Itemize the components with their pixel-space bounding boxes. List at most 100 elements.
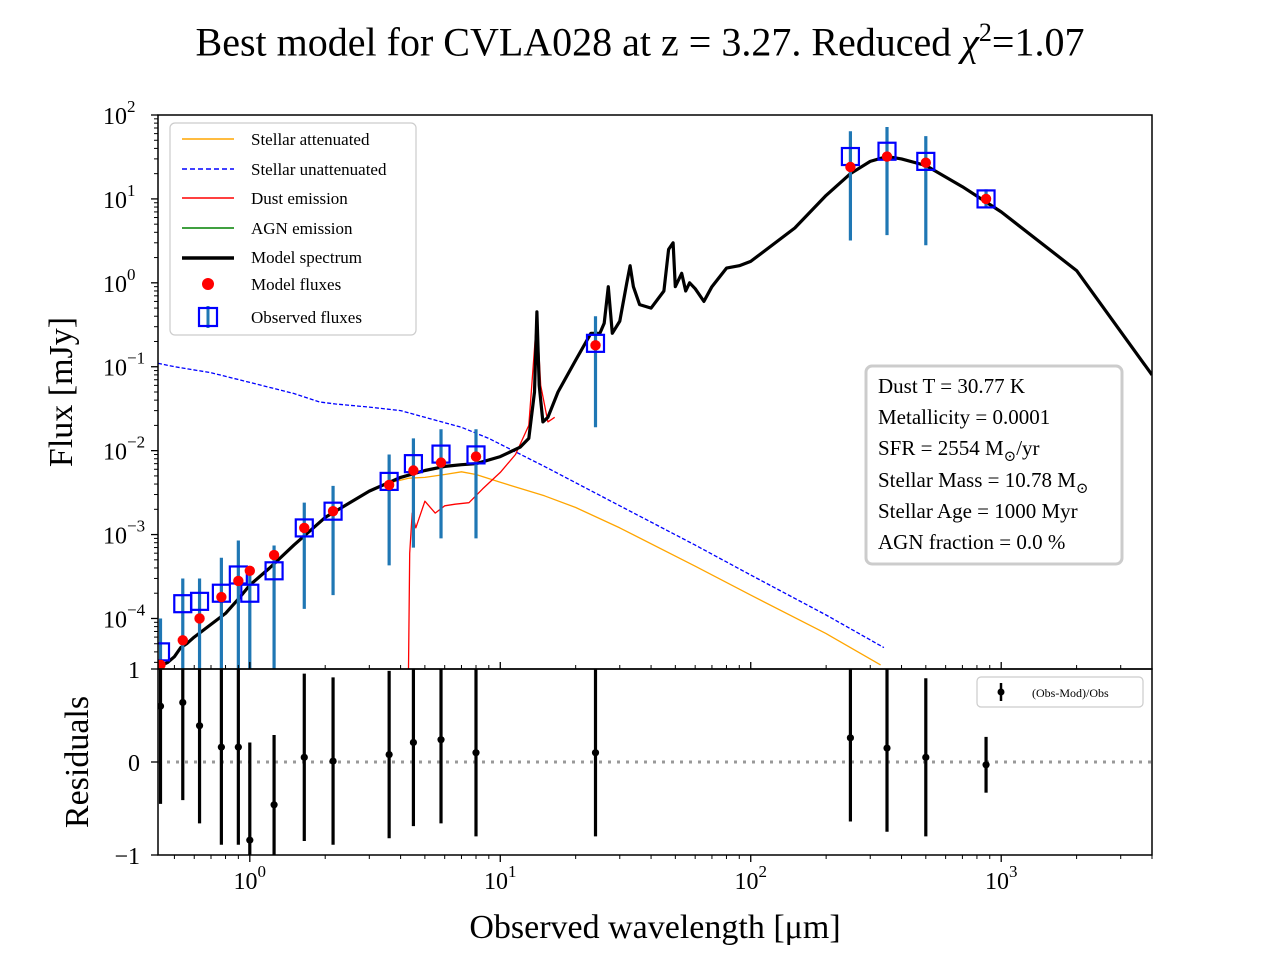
observed-flux-point bbox=[916, 151, 936, 171]
y-tick-label: 10−4 bbox=[103, 600, 146, 633]
y-tick-label-exponent: 1 bbox=[127, 181, 136, 200]
legend-box bbox=[169, 122, 417, 336]
residual-point bbox=[385, 750, 393, 759]
chart-title: Best model for CVLA028 at z = 3.27. Redu… bbox=[195, 18, 1085, 65]
info-sfr-prefix: SFR = 2554 M bbox=[878, 436, 1004, 460]
y-tick-label-exponent: −4 bbox=[127, 600, 146, 619]
y-tick-label: 10−3 bbox=[103, 517, 145, 550]
legend-label-stellar-unattenuated: Stellar unattenuated bbox=[251, 160, 387, 179]
residual-point bbox=[329, 757, 337, 765]
residual-legend-marker bbox=[997, 688, 1005, 696]
series-model-spectrum bbox=[158, 154, 1152, 669]
residual-point bbox=[300, 753, 308, 761]
info-sfr: SFR = 2554 M⊙/yr bbox=[878, 436, 1040, 465]
residual-point bbox=[246, 836, 254, 844]
model-flux-point bbox=[216, 591, 227, 603]
observed-flux-point bbox=[264, 561, 284, 581]
y-tick-label: 100 bbox=[103, 265, 136, 298]
y-tick-label-base: 10 bbox=[103, 104, 127, 130]
residual-legend-box bbox=[976, 676, 1144, 708]
info-metallicity: Metallicity = 0.0001 bbox=[878, 405, 1050, 429]
info-box-frame bbox=[864, 364, 1124, 566]
x-tick-label-exponent: 0 bbox=[258, 862, 267, 881]
y-tick-label-base: 10 bbox=[103, 356, 127, 382]
residual-point bbox=[472, 749, 480, 757]
residual-y-tick-label: −1 bbox=[114, 844, 140, 870]
model-flux-point bbox=[920, 157, 932, 168]
legend-swatch-model-fluxes bbox=[202, 278, 214, 290]
model-flux-point bbox=[435, 457, 447, 468]
info-stellar-mass: Stellar Mass = 10.78 M⊙ bbox=[878, 468, 1089, 497]
observed-flux-point bbox=[323, 501, 343, 521]
y-tick-label-exponent: 2 bbox=[127, 97, 136, 116]
model-flux-point bbox=[299, 522, 310, 534]
residual-point bbox=[437, 736, 445, 744]
series-stellar-unattenuated bbox=[158, 362, 885, 649]
model-flux-point bbox=[383, 479, 395, 491]
y-axis-label-residuals: Residuals bbox=[59, 696, 96, 828]
y-tick-label-base: 10 bbox=[103, 188, 127, 214]
observed-flux-point bbox=[240, 583, 260, 603]
y-tick-label-base: 10 bbox=[103, 607, 127, 633]
residual-point bbox=[179, 698, 187, 707]
model-flux-point bbox=[470, 451, 482, 462]
residual-point bbox=[158, 702, 165, 710]
x-tick-label-exponent: 3 bbox=[1009, 862, 1018, 881]
model-flux-point bbox=[590, 340, 601, 351]
y-tick-label: 10−2 bbox=[103, 433, 145, 466]
info-sfr-suffix: /yr bbox=[1016, 436, 1039, 460]
y-tick-label: 101 bbox=[103, 181, 136, 214]
y-tick-label-exponent: −3 bbox=[127, 517, 145, 536]
legend-label-observed-fluxes: Observed fluxes bbox=[251, 308, 362, 327]
residual-legend: (Obs-Mod)/Obs bbox=[976, 676, 1144, 708]
legend-label-model-fluxes: Model fluxes bbox=[251, 275, 341, 294]
legend-label-stellar-attenuated: Stellar attenuated bbox=[251, 130, 370, 149]
model-flux-point bbox=[845, 161, 856, 173]
observed-flux-point bbox=[294, 518, 314, 538]
x-tick-label: 100 bbox=[234, 862, 267, 895]
y-tick-label-exponent: −2 bbox=[127, 433, 145, 452]
y-tick-label: 102 bbox=[103, 97, 136, 130]
residual-point bbox=[591, 749, 600, 757]
y-tick-label-exponent: −1 bbox=[127, 349, 145, 368]
legend-label-agn-emission: AGN emission bbox=[251, 219, 353, 238]
model-flux-point bbox=[408, 465, 419, 476]
x-tick-label-base: 10 bbox=[734, 869, 758, 895]
x-tick-label-base: 10 bbox=[484, 869, 508, 895]
x-axis-label: Observed wavelength [μm] bbox=[469, 909, 840, 946]
observed-flux-point bbox=[585, 333, 606, 353]
info-stellar-age: Stellar Age = 1000 Myr bbox=[878, 499, 1078, 523]
x-tick-label-exponent: 1 bbox=[508, 862, 517, 881]
x-tick-label-base: 10 bbox=[234, 869, 258, 895]
y-tick-label-exponent: 0 bbox=[127, 265, 136, 284]
residual-legend-label: (Obs-Mod)/Obs bbox=[1032, 686, 1109, 700]
info-box: Dust T = 30.77 K Metallicity = 0.0001 SF… bbox=[864, 364, 1124, 566]
residual-point bbox=[195, 722, 204, 730]
residual-point bbox=[982, 761, 990, 769]
legend-swatch-observed-fluxes bbox=[197, 306, 219, 328]
residual-point bbox=[846, 734, 855, 742]
model-flux-point bbox=[327, 505, 339, 517]
legend-label-dust-emission: Dust emission bbox=[251, 189, 348, 208]
observed-flux-point bbox=[189, 591, 210, 611]
residual-y-tick-label: 1 bbox=[128, 658, 140, 684]
model-flux-point bbox=[244, 565, 256, 576]
residual-y-tick-label: 0 bbox=[128, 751, 140, 777]
residual-point bbox=[217, 743, 225, 751]
series-stellar-attenuated bbox=[391, 471, 881, 666]
legend-label-model-spectrum: Model spectrum bbox=[251, 248, 362, 267]
info-dust-temperature: Dust T = 30.77 K bbox=[878, 374, 1025, 398]
x-tick-label: 102 bbox=[734, 862, 767, 895]
x-tick-label: 103 bbox=[985, 862, 1018, 895]
residual-point bbox=[922, 753, 930, 761]
observed-flux-point bbox=[466, 445, 486, 465]
model-flux-point bbox=[268, 549, 280, 561]
info-agn-fraction: AGN fraction = 0.0 % bbox=[878, 530, 1065, 554]
y-axis-label-flux: Flux [mJy] bbox=[43, 317, 80, 467]
x-tick-label-base: 10 bbox=[985, 869, 1009, 895]
model-flux-point bbox=[158, 659, 166, 669]
model-flux-point bbox=[980, 193, 992, 205]
legend: Stellar attenuated Stellar unattenuated … bbox=[169, 122, 417, 336]
residual-point bbox=[234, 743, 242, 751]
